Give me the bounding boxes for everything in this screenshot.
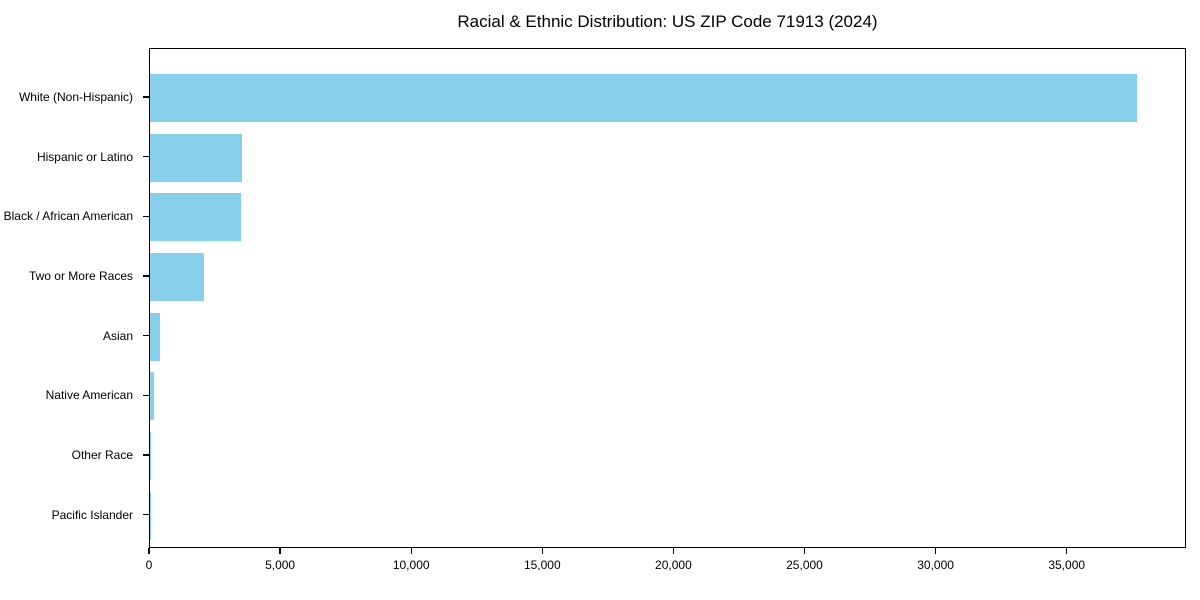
x-axis-tick-label: 15,000 xyxy=(523,558,561,572)
x-axis-tick-label: 20,000 xyxy=(655,558,692,572)
x-axis-tick xyxy=(1066,548,1068,554)
x-axis-tick-label: 0 xyxy=(145,558,153,572)
x-axis-tick-label: 35,000 xyxy=(1048,558,1086,572)
bar xyxy=(150,133,242,182)
y-axis-tick xyxy=(143,394,149,396)
bar xyxy=(150,312,160,361)
y-axis-label: White (Non-Hispanic) xyxy=(18,90,133,104)
x-axis-tick xyxy=(803,548,806,554)
bar xyxy=(150,372,155,421)
y-axis-tick xyxy=(143,156,149,158)
plot-area xyxy=(149,48,1186,548)
chart-title: Racial & Ethnic Distribution: US ZIP Cod… xyxy=(457,12,878,31)
x-axis-tick xyxy=(410,548,412,554)
y-axis-tick xyxy=(143,454,149,456)
y-axis-label: Black / African American xyxy=(3,209,133,224)
bar xyxy=(150,193,241,242)
x-axis-tick-label: 10,000 xyxy=(392,558,430,572)
y-axis-label: Asian xyxy=(102,328,133,343)
y-axis-label: Native American xyxy=(45,388,133,403)
bar xyxy=(150,252,204,301)
y-axis-tick xyxy=(143,514,149,516)
x-axis-tick-label: 30,000 xyxy=(917,558,954,572)
y-axis-tick xyxy=(143,96,149,98)
bar xyxy=(150,74,1138,122)
y-axis-tick xyxy=(143,335,149,337)
x-axis-tick-label: 25,000 xyxy=(786,558,823,572)
x-axis-tick-label: 5,000 xyxy=(265,558,296,572)
y-axis-label: Hispanic or Latino xyxy=(36,149,133,164)
x-axis-tick xyxy=(279,548,281,554)
y-axis-label: Pacific Islander xyxy=(51,507,133,522)
y-axis-tick xyxy=(143,215,149,217)
y-axis-label: Other Race xyxy=(71,447,133,462)
x-axis-tick xyxy=(541,548,543,554)
x-axis-tick xyxy=(672,548,674,554)
x-axis-tick xyxy=(148,548,150,554)
bar xyxy=(150,431,152,480)
x-axis-tick xyxy=(934,548,937,554)
y-axis-label: Two or More Races xyxy=(28,268,133,283)
y-axis-tick xyxy=(143,275,149,277)
